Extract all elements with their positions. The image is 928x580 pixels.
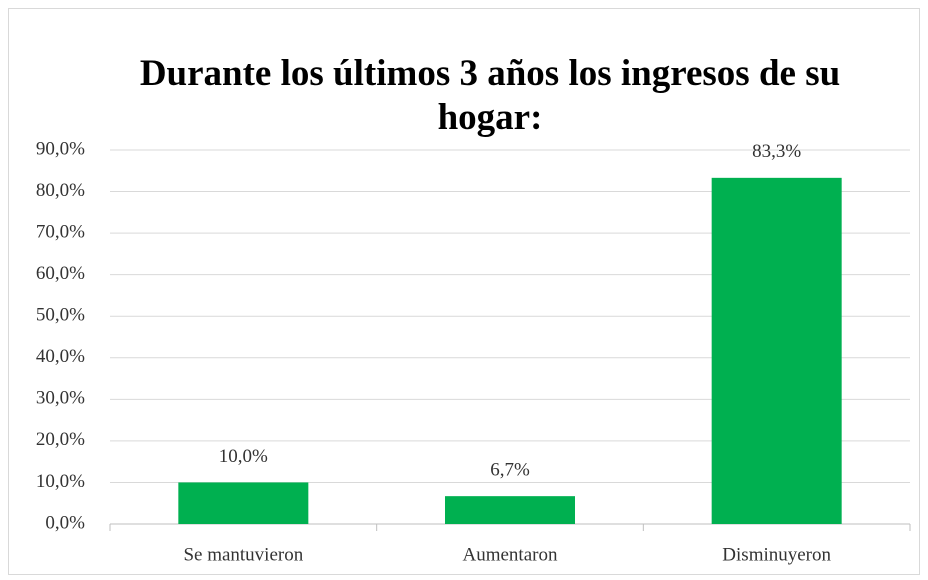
y-tick-label: 30,0% [36,388,85,409]
bar [178,482,309,524]
y-tick-label: 90,0% [36,138,85,159]
chart-title: Durante los últimos 3 años los ingresos … [139,53,841,138]
x-tick-label: Se mantuvieron [183,544,303,565]
y-tick-label: 0,0% [45,512,85,533]
y-tick-label: 20,0% [36,429,85,450]
data-label: 10,0% [219,446,268,467]
y-tick-label: 10,0% [36,471,85,492]
x-tick-label: Aumentaron [463,544,558,565]
data-label: 83,3% [752,141,801,162]
y-tick-label: 60,0% [36,263,85,284]
bar [711,177,842,524]
y-tick-label: 70,0% [36,221,85,242]
y-tick-label: 40,0% [36,346,85,367]
data-label: 6,7% [490,460,530,481]
bar [445,496,575,524]
y-tick-label: 50,0% [36,305,85,326]
y-tick-label: 80,0% [36,180,85,201]
x-tick-label: Disminuyeron [722,544,831,565]
